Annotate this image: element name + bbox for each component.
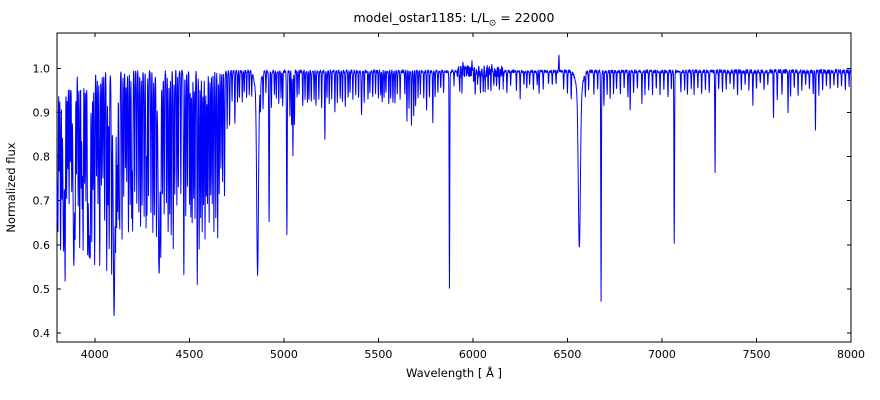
x-tick-label: 8000 [837, 348, 865, 361]
x-tick-label: 7000 [648, 348, 676, 361]
x-tick-label: 4000 [81, 348, 109, 361]
y-tick-label: 1.0 [33, 62, 51, 75]
x-tick-label: 7500 [742, 348, 770, 361]
x-tick-label: 4500 [175, 348, 203, 361]
sun-symbol: ⊙ [488, 18, 497, 29]
y-tick-label: 0.9 [33, 106, 51, 119]
x-tick-label: 5500 [364, 348, 392, 361]
y-tick-label: 0.8 [33, 151, 51, 164]
y-tick-label: 0.4 [33, 327, 51, 340]
x-tick-label: 6500 [553, 348, 581, 361]
y-axis-label: Normalized flux [4, 142, 18, 233]
y-tick-label: 0.5 [33, 283, 51, 296]
x-axis-label: Wavelength [ Å ] [405, 366, 503, 380]
x-tick-label: 6000 [459, 348, 487, 361]
spectrum-line [56, 54, 852, 317]
y-tick-label: 0.6 [33, 239, 51, 252]
chart-title-value: = 22000 [496, 10, 555, 25]
chart-title: model_ostar1185: L/L⊙ = 22000 [57, 10, 851, 29]
x-tick-label: 5000 [270, 348, 298, 361]
y-tick-label: 0.7 [33, 195, 51, 208]
chart-title-main: model_ostar1185: L/L [353, 10, 489, 25]
